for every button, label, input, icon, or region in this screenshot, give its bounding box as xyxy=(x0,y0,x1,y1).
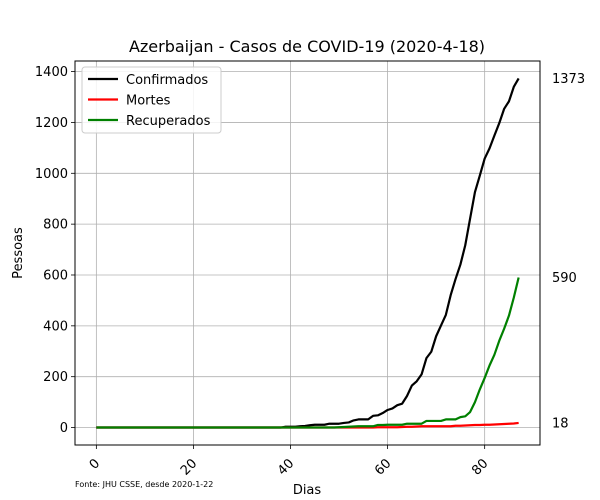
x-tick-label: 60 xyxy=(372,456,394,478)
y-tick-label: 600 xyxy=(43,268,68,283)
x-tick-label: 40 xyxy=(275,456,297,478)
y-tick-label: 1200 xyxy=(35,116,68,131)
y-tick-label: 200 xyxy=(43,370,68,385)
x-tick-label: 20 xyxy=(178,456,200,478)
end-label-mortes: 18 xyxy=(552,416,569,431)
end-label-confirmados: 1373 xyxy=(552,72,585,87)
x-tick-label: 80 xyxy=(469,456,491,478)
source-note: Fonte: JHU CSSE, desde 2020-1-22 xyxy=(75,480,213,489)
chart-title: Azerbaijan - Casos de COVID-19 (2020-4-1… xyxy=(129,37,485,56)
x-tick-label: 0 xyxy=(87,456,103,472)
plot-frame xyxy=(74,60,541,446)
series-line-confirmados xyxy=(96,77,520,429)
y-tick-label: 1400 xyxy=(35,65,68,80)
y-tick-label: 1000 xyxy=(35,167,68,182)
y-tick-label: 0 xyxy=(60,421,68,436)
legend-entry-confirmados: Confirmados xyxy=(126,73,208,88)
y-tick-label: 400 xyxy=(43,319,68,334)
y-axis-label: Pessoas xyxy=(11,227,26,279)
legend-entry-recuperados: Recuperados xyxy=(126,114,211,129)
legend-entry-mortes: Mortes xyxy=(126,94,171,109)
legend-box xyxy=(81,66,222,134)
end-label-recuperados: 590 xyxy=(552,271,577,286)
series-line-recuperados xyxy=(96,277,520,429)
y-tick-label: 800 xyxy=(43,218,68,233)
series-lines xyxy=(96,77,520,429)
series-line-mortes xyxy=(96,421,519,429)
x-axis-label: Dias xyxy=(293,483,322,498)
legend: Confirmados Mortes Recuperados xyxy=(81,66,222,134)
end-labels: 1373 18 590 xyxy=(552,72,585,431)
